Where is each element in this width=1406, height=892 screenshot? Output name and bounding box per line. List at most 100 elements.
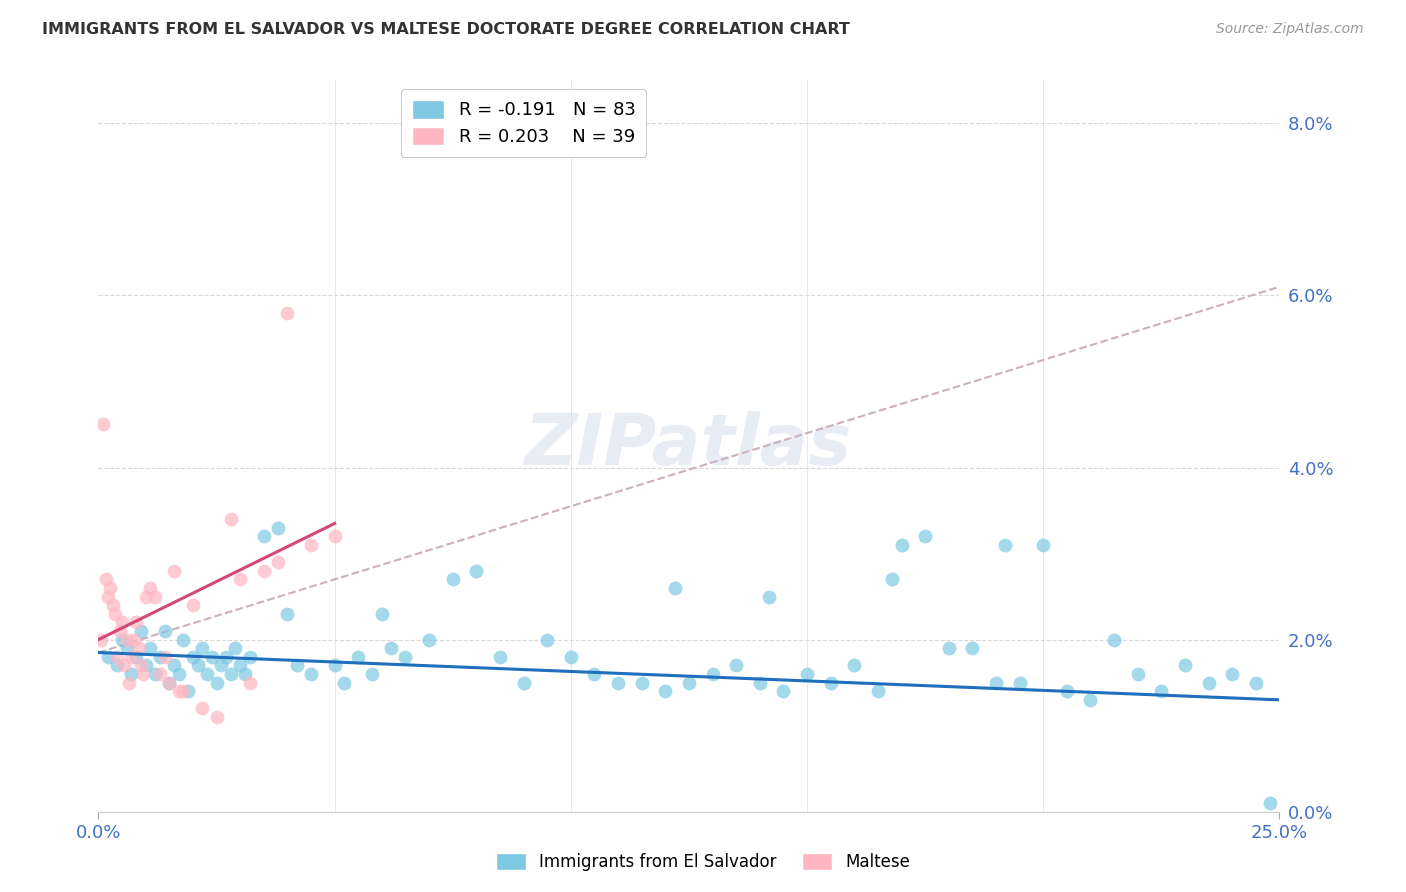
Point: [371, 607, 394, 621]
Point: [748, 675, 770, 690]
Point: [181, 598, 204, 612]
Point: [323, 658, 346, 673]
Point: [938, 641, 960, 656]
Point: [132, 667, 155, 681]
Point: [139, 581, 162, 595]
Point: [890, 538, 912, 552]
Point: [323, 529, 346, 543]
Point: [394, 649, 416, 664]
Point: [276, 607, 298, 621]
Point: [135, 590, 157, 604]
Point: [758, 590, 780, 604]
Point: [361, 667, 384, 681]
Point: [664, 581, 686, 595]
Point: [418, 632, 440, 647]
Point: [122, 632, 145, 647]
Point: [121, 649, 143, 664]
Point: [104, 607, 127, 621]
Point: [191, 641, 214, 656]
Point: [866, 684, 889, 698]
Point: [101, 598, 124, 612]
Text: IMMIGRANTS FROM EL SALVADOR VS MALTESE DOCTORATE DEGREE CORRELATION CHART: IMMIGRANTS FROM EL SALVADOR VS MALTESE D…: [42, 22, 851, 37]
Point: [143, 667, 166, 681]
Point: [489, 649, 512, 664]
Point: [111, 632, 134, 647]
Point: [97, 590, 120, 604]
Point: [229, 573, 252, 587]
Point: [172, 632, 194, 647]
Point: [105, 649, 128, 664]
Point: [129, 624, 152, 638]
Point: [465, 564, 488, 578]
Point: [725, 658, 748, 673]
Point: [94, 573, 117, 587]
Point: [796, 667, 818, 681]
Point: [253, 529, 276, 543]
Point: [253, 564, 276, 578]
Point: [1150, 684, 1173, 698]
Point: [91, 417, 114, 432]
Point: [1126, 667, 1149, 681]
Point: [90, 632, 112, 647]
Point: [678, 675, 700, 690]
Point: [125, 649, 148, 664]
Point: [820, 675, 842, 690]
Point: [229, 658, 252, 673]
Point: [205, 675, 228, 690]
Point: [177, 684, 200, 698]
Point: [153, 624, 176, 638]
Point: [844, 658, 866, 673]
Point: [205, 710, 228, 724]
Point: [105, 658, 128, 673]
Point: [702, 667, 724, 681]
Point: [209, 658, 232, 673]
Point: [125, 615, 148, 630]
Point: [1244, 675, 1267, 690]
Point: [121, 667, 143, 681]
Point: [880, 573, 903, 587]
Text: Source: ZipAtlas.com: Source: ZipAtlas.com: [1216, 22, 1364, 37]
Text: ZIPatlas: ZIPatlas: [526, 411, 852, 481]
Point: [1102, 632, 1125, 647]
Point: [157, 675, 180, 690]
Point: [181, 649, 204, 664]
Legend: R = -0.191   N = 83, R = 0.203    N = 39: R = -0.191 N = 83, R = 0.203 N = 39: [401, 89, 647, 157]
Point: [654, 684, 676, 698]
Point: [163, 658, 186, 673]
Point: [285, 658, 308, 673]
Point: [536, 632, 558, 647]
Point: [984, 675, 1007, 690]
Point: [1198, 675, 1220, 690]
Point: [1008, 675, 1031, 690]
Point: [187, 658, 209, 673]
Point: [239, 675, 262, 690]
Point: [128, 641, 150, 656]
Point: [219, 512, 242, 526]
Point: [118, 675, 141, 690]
Point: [129, 658, 152, 673]
Point: [219, 667, 242, 681]
Point: [267, 521, 290, 535]
Point: [143, 590, 166, 604]
Point: [115, 632, 138, 647]
Point: [630, 675, 652, 690]
Point: [1258, 796, 1281, 810]
Point: [962, 641, 984, 656]
Point: [607, 675, 630, 690]
Point: [1056, 684, 1078, 698]
Point: [380, 641, 402, 656]
Point: [914, 529, 936, 543]
Point: [135, 658, 157, 673]
Point: [215, 649, 238, 664]
Point: [98, 581, 121, 595]
Point: [1080, 693, 1102, 707]
Point: [157, 675, 180, 690]
Point: [149, 667, 172, 681]
Point: [347, 649, 370, 664]
Point: [153, 649, 176, 664]
Point: [1032, 538, 1054, 552]
Point: [299, 538, 322, 552]
Point: [195, 667, 218, 681]
Point: [108, 624, 131, 638]
Point: [139, 641, 162, 656]
